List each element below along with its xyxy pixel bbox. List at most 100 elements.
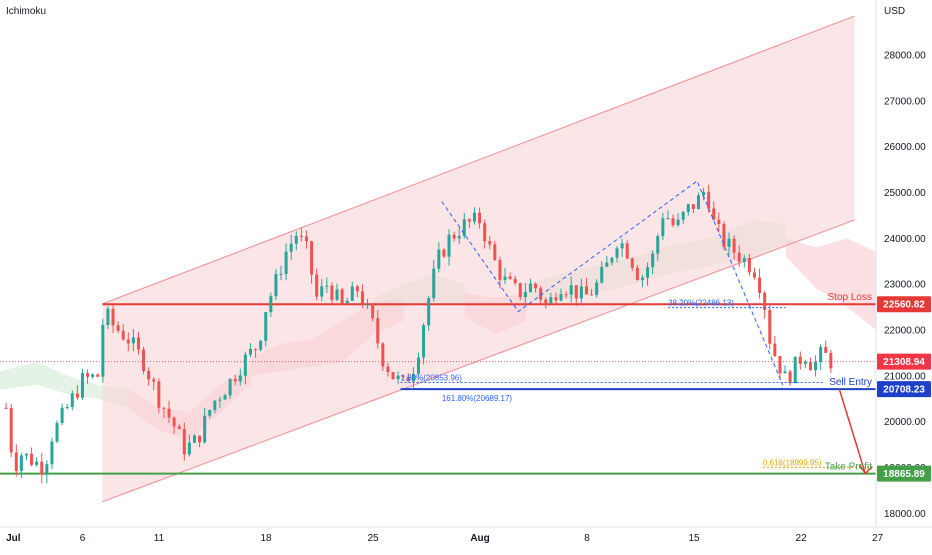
y-tick-label: 26000.00 [884,142,926,153]
last-price-badge-bg [877,353,931,370]
stop-loss-badge-bg [877,296,931,313]
candle-body [203,415,207,443]
candle [86,369,90,384]
candle-body [330,285,334,300]
indicator-label[interactable]: Ichimoku [6,6,46,17]
candle-body [656,236,660,254]
candle-body [630,258,634,268]
y-tick-label: 21000.00 [884,371,926,382]
candle-body [50,441,54,465]
candle [167,400,171,423]
candle [427,295,431,332]
x-tick-label: 11 [154,533,165,544]
candle [732,235,736,260]
candle-body [325,285,329,287]
candle-body [177,426,181,430]
candle [452,231,456,242]
candle-body [467,219,471,222]
candle [136,331,140,355]
candle [213,400,217,414]
fib-label-2: 161.80%(20689.17) [442,394,513,403]
candle-body [55,422,59,442]
candle-body [549,297,553,304]
candle-body [294,235,298,244]
candle [381,341,385,371]
candle-body [80,373,84,398]
candle [758,268,762,299]
candle [340,287,344,305]
candle [554,292,558,305]
candle [116,321,120,334]
candle [299,227,303,242]
candle-body [696,195,700,210]
candle-body [559,294,563,301]
candle [640,274,644,288]
annotation-sell-entry: Sell Entry [829,377,872,388]
candle-body [427,298,431,326]
candle [590,288,594,296]
y-tick-label: 22000.00 [884,325,926,336]
candle [345,297,349,304]
candle-body [493,244,497,261]
candle-body [14,452,18,471]
candle [366,298,370,309]
candle [96,373,100,378]
candle [9,403,13,458]
candle-body [579,286,583,299]
candle-body [442,249,446,257]
candle-body [712,208,716,220]
candle [472,207,476,225]
candle [646,262,650,286]
candle-body [198,435,202,443]
candle [355,284,359,298]
candle-body [651,253,655,268]
candle [147,367,151,386]
candle [462,212,466,239]
candles-layer [4,184,833,484]
candle-body [320,286,324,297]
candle-body [747,257,751,273]
candle [773,335,777,357]
candle [528,278,532,293]
candle-body [91,374,95,377]
candle-body [289,243,293,252]
candle-body [218,399,222,401]
candle-body [783,371,787,374]
candle [752,267,756,280]
candle [396,371,400,385]
candle-body [513,278,517,284]
candle [824,340,828,354]
candle [177,424,181,430]
candle [763,290,767,319]
y-tick-label: 18000.00 [884,509,926,520]
candle [60,403,64,426]
candle-body [366,304,370,306]
candle [411,367,415,390]
candle [737,245,741,267]
candle [142,346,146,375]
candle [30,447,34,467]
candle-body [172,417,176,427]
candle [45,460,49,484]
candle [742,254,746,268]
candle [75,385,79,400]
candle [203,407,207,444]
candle-body [86,373,90,377]
candle [707,184,711,213]
candle [666,210,670,220]
annotation-stop-loss: Stop Loss [828,292,872,303]
candle-body [315,274,319,297]
candle [259,340,263,352]
candle-body [768,309,772,344]
y-tick-label: 24000.00 [884,234,926,245]
candle [294,231,298,251]
candle-body [676,219,680,226]
candle-body [274,274,278,297]
candle [747,253,751,276]
candle [696,192,700,210]
candle [304,230,308,249]
candle [284,243,288,281]
candle-body [40,461,44,475]
candle-body [808,362,812,371]
